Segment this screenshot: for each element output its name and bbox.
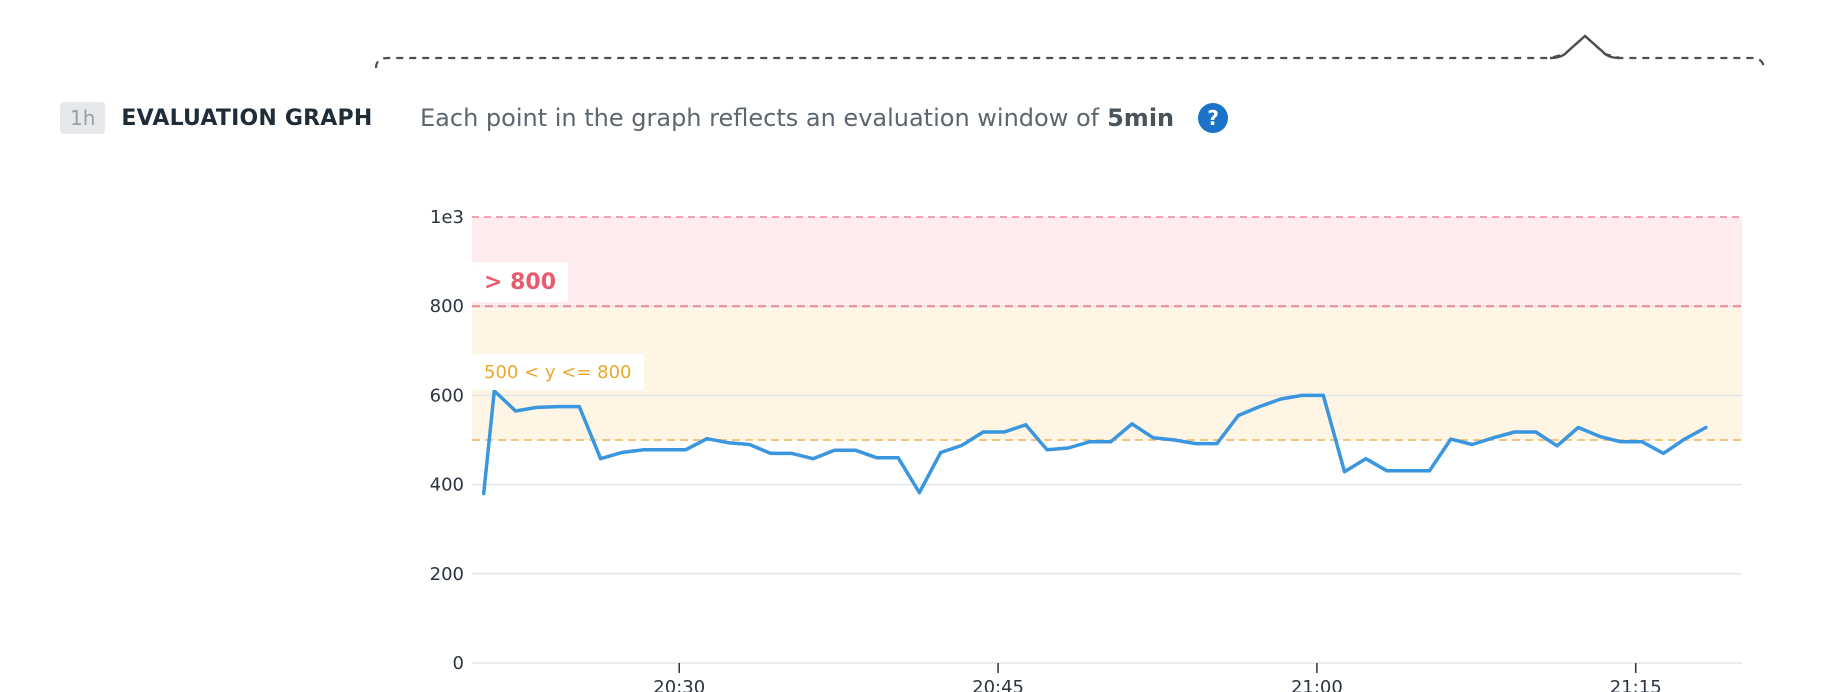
data-point [1342,470,1347,474]
x-tick-label: 21:00 [1291,677,1343,692]
data-point [662,448,666,452]
data-point [1640,440,1644,444]
data-point [1534,430,1538,434]
data-point [1704,425,1708,430]
data-point [811,457,815,461]
data-point [1279,397,1283,401]
data-point [1236,413,1240,418]
data-point [917,491,922,495]
description-text: Each point in the graph reflects an eval… [420,104,1100,132]
evaluation-description: Each point in the graph reflects an eval… [420,100,1229,136]
data-point [1194,441,1198,446]
data-point [535,405,539,410]
y-tick-label: 600 [430,385,464,406]
critical-threshold-label: > 800 [472,262,569,302]
data-point [556,404,560,409]
data-point [1364,457,1368,461]
data-point [1066,446,1070,450]
data-point [1512,430,1517,434]
data-point [577,404,581,409]
data-point [1427,469,1432,473]
data-point [726,441,730,445]
x-axis: 20:30 20:45 21:00 21:15 [653,663,1662,692]
data-point [1385,469,1389,473]
data-point [1683,437,1687,441]
data-point [769,451,773,455]
question-circle-icon[interactable]: ? [1198,103,1229,133]
chevron-up-icon [1549,34,1621,60]
data-point [620,450,624,455]
section-title: EVALUATION GRAPH [121,105,373,131]
data-point [960,443,964,447]
data-point [492,389,496,393]
y-tick-label: 1e3 [430,207,464,228]
data-point [1045,448,1049,452]
y-tick-label: 800 [430,296,464,317]
data-point [513,409,518,413]
y-tick-label: 200 [430,564,464,585]
data-point [1300,393,1304,397]
data-point [1470,442,1474,447]
data-point [1576,425,1580,430]
data-point [1661,451,1665,455]
critical-band [472,217,1742,307]
data-point [1257,404,1262,409]
data-point [1449,437,1453,441]
warning-threshold-label: 500 < y <= 800 [472,354,644,390]
evaluation-graph-header: 1h EVALUATION GRAPH [60,100,372,136]
data-point [1215,441,1219,446]
y-tick-label: 0 [453,653,464,674]
data-point [875,456,879,460]
data-point [1619,440,1623,444]
data-point [790,451,794,455]
data-point [482,491,486,496]
data-point [641,448,645,452]
data-point [1597,434,1602,439]
data-point [832,448,837,452]
data-point [1406,469,1410,473]
y-axis-labels: 0 200 400 600 800 1e3 [430,207,464,674]
data-point [939,450,943,455]
y-tick-label: 400 [430,475,464,496]
data-point [854,448,858,452]
expand-bracket[interactable] [0,0,1848,80]
data-point [1002,430,1007,434]
data-point [747,442,751,447]
data-point [705,437,709,441]
data-point [1130,422,1134,426]
data-point [1087,440,1092,444]
timeframe-badge: 1h [60,102,106,134]
data-point [1109,440,1113,444]
data-point [684,448,688,452]
data-point [1151,436,1155,440]
x-tick-label: 20:30 [653,677,705,692]
data-point [598,457,603,461]
data-point [896,456,900,460]
data-point [1321,393,1325,397]
data-point [1491,436,1495,440]
warning-band [472,306,1742,440]
data-point [981,430,985,434]
evaluation-window-value: 5min [1107,104,1175,132]
data-point [1172,438,1177,442]
x-tick-label: 21:15 [1610,677,1662,692]
data-point [1555,444,1559,448]
x-tick-label: 20:45 [972,677,1024,692]
series-points [482,389,1708,496]
data-point [1024,423,1028,427]
